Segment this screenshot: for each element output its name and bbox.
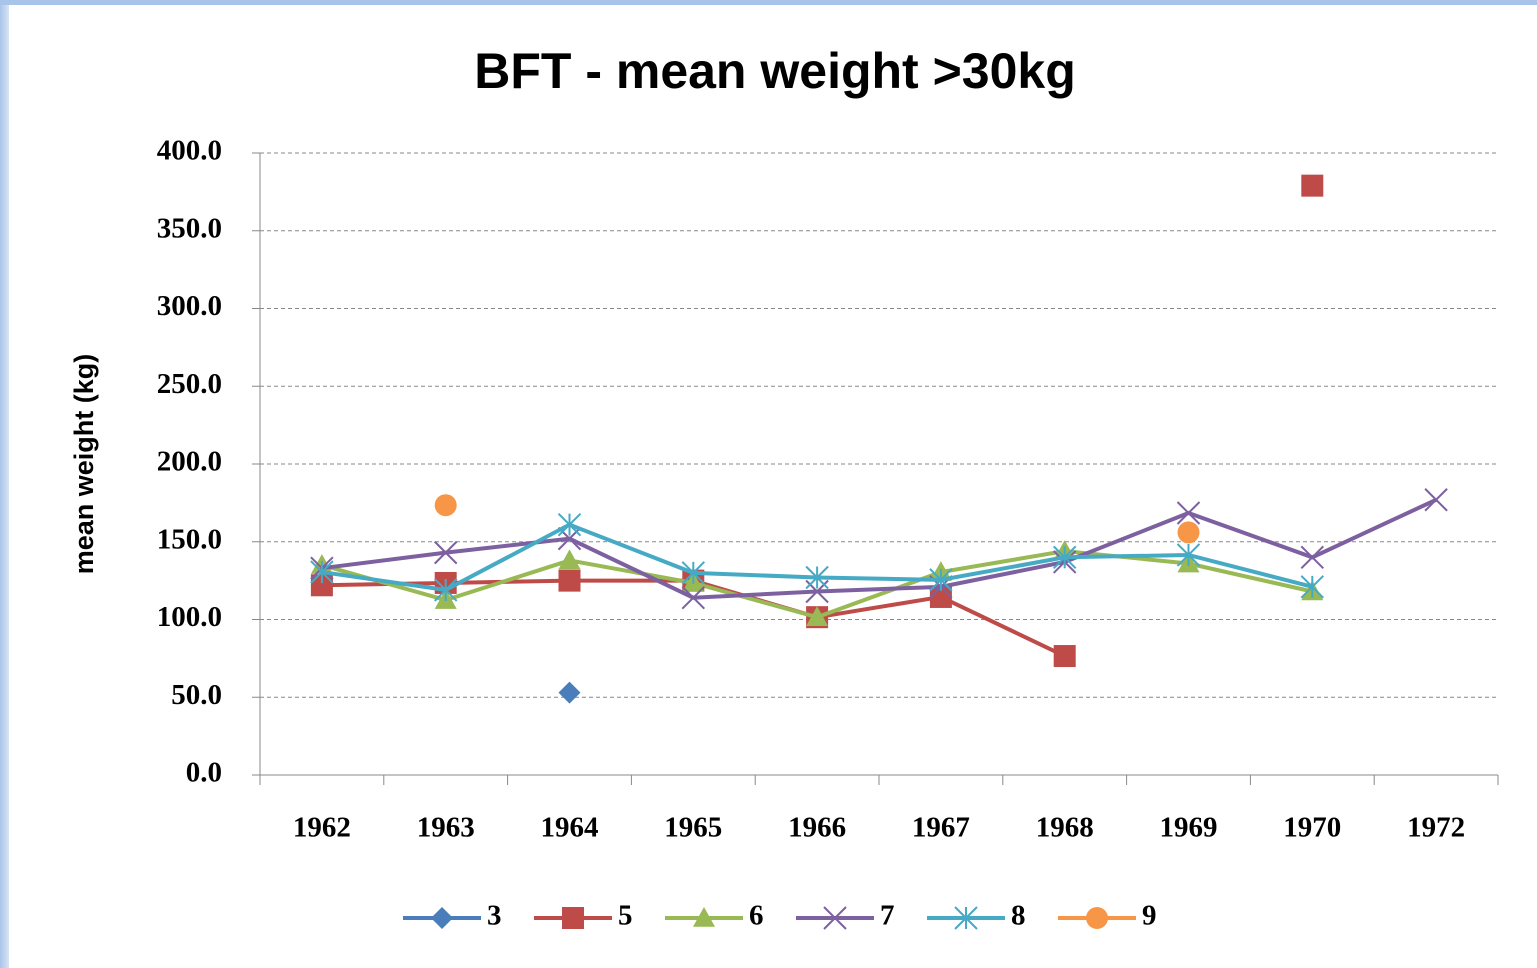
marker	[681, 586, 706, 610]
marker	[310, 560, 334, 584]
x-tick-label: 1966	[788, 812, 846, 844]
marker	[954, 906, 978, 930]
marker	[681, 561, 706, 585]
marker	[434, 494, 457, 517]
marker	[310, 574, 333, 597]
legend-label: 7	[880, 900, 895, 932]
x-tick-label: 1962	[293, 812, 351, 844]
marker	[1300, 545, 1325, 570]
x-tick-label: 1972	[1407, 812, 1465, 844]
plot-background	[9, 5, 1537, 968]
marker	[823, 906, 847, 930]
marker	[1086, 907, 1108, 929]
y-tick-label: 400.0	[157, 135, 222, 167]
marker	[805, 565, 829, 590]
series-line	[321, 497, 1437, 600]
marker	[431, 907, 453, 929]
marker	[693, 907, 715, 927]
x-tick-label: 1964	[541, 812, 599, 844]
marker	[433, 540, 458, 565]
y-tick-label: 50.0	[171, 679, 222, 711]
marker	[1176, 501, 1201, 525]
y-tick-label: 250.0	[157, 368, 222, 400]
y-axis-label: mean weight (kg)	[69, 354, 99, 575]
x-tick-label: 1963	[417, 812, 475, 844]
marker	[1300, 575, 1325, 599]
marker	[558, 549, 581, 570]
legend-label: 3	[487, 900, 502, 932]
marker	[1053, 645, 1076, 668]
top-border	[0, 0, 1537, 5]
marker	[1052, 545, 1077, 570]
y-tick-label: 300.0	[157, 290, 222, 322]
x-tick-label: 1969	[1160, 812, 1218, 844]
marker	[558, 569, 581, 592]
marker	[562, 907, 584, 929]
legend-label: 8	[1011, 900, 1026, 932]
y-tick-label: 150.0	[157, 523, 222, 555]
legend-label: 6	[749, 900, 764, 932]
marker	[1424, 488, 1448, 512]
marker	[558, 681, 581, 704]
marker	[557, 512, 582, 537]
x-tick-label: 1968	[1036, 812, 1094, 844]
marker	[1301, 174, 1324, 197]
y-tick-label: 200.0	[157, 446, 222, 478]
marker	[433, 578, 458, 602]
x-tick-label: 1965	[664, 812, 722, 844]
y-tick-label: 0.0	[186, 757, 222, 789]
y-tick-label: 100.0	[157, 601, 222, 633]
x-tick-label: 1970	[1283, 812, 1341, 844]
x-tick-label: 1967	[912, 812, 970, 844]
marker	[806, 606, 829, 626]
marker	[1176, 543, 1201, 567]
marker	[1177, 521, 1200, 544]
legend-label: 9	[1142, 900, 1157, 932]
chart-title: BFT - mean weight >30kg	[474, 43, 1076, 99]
marker	[929, 568, 953, 592]
legend-label: 5	[618, 900, 633, 932]
y-tick-label: 350.0	[157, 212, 222, 244]
